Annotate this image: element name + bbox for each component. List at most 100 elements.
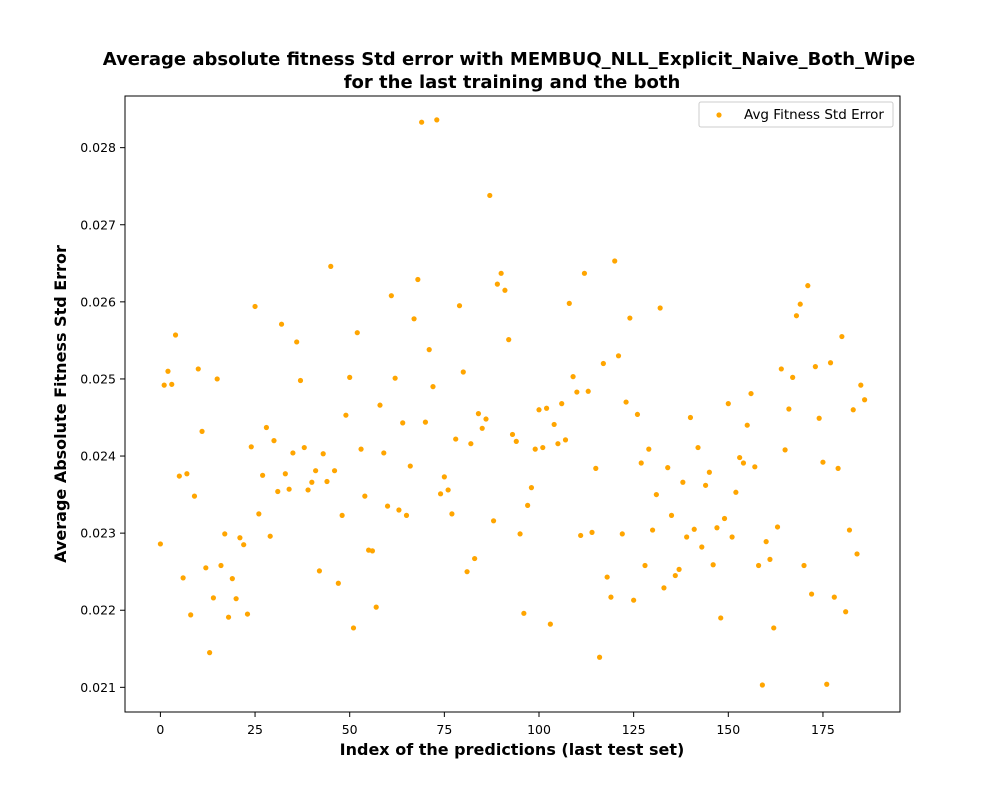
legend: Avg Fitness Std Error <box>698 101 894 128</box>
data-point <box>157 541 163 547</box>
x-tick-label: 175 <box>811 722 835 737</box>
data-point <box>373 604 379 610</box>
y-axis-ticks: 0.021 0.022 0.023 0.024 0.025 0.026 0.027 0.028 <box>80 140 125 695</box>
data-point <box>506 337 512 343</box>
data-point <box>593 465 599 471</box>
legend-marker <box>716 112 722 118</box>
data-point <box>434 117 440 123</box>
data-point <box>820 459 826 465</box>
data-point <box>199 428 205 434</box>
data-point <box>513 438 519 444</box>
data-point <box>755 562 762 569</box>
data-point <box>702 482 709 488</box>
data-point <box>381 450 387 456</box>
data-point <box>555 441 561 447</box>
data-point <box>585 388 591 394</box>
data-point <box>721 515 728 522</box>
data-point <box>400 420 406 426</box>
data-point <box>559 401 565 407</box>
data-point <box>241 542 247 548</box>
data-point <box>786 406 792 412</box>
data-point <box>744 422 750 428</box>
y-tick-label: 0.023 <box>80 526 116 541</box>
y-tick-label: 0.028 <box>80 140 116 155</box>
data-point <box>596 654 603 660</box>
data-point <box>445 487 451 493</box>
data-point <box>862 397 868 403</box>
data-point <box>846 527 853 533</box>
data-point <box>570 374 576 380</box>
data-point <box>191 493 198 499</box>
data-point <box>653 491 659 498</box>
data-point <box>358 446 364 452</box>
data-point <box>740 460 747 466</box>
data-point <box>290 450 296 456</box>
data-point <box>456 303 463 309</box>
data-point <box>805 283 811 289</box>
data-point <box>407 463 413 469</box>
data-point <box>472 555 478 562</box>
data-point <box>422 419 429 425</box>
data-point <box>244 611 251 617</box>
data-point <box>498 270 504 276</box>
data-point <box>316 568 323 574</box>
x-tick-label: 25 <box>247 722 263 737</box>
data-point <box>384 503 391 509</box>
data-point <box>441 474 447 480</box>
data-point <box>267 533 273 539</box>
x-axis-ticks: 0 25 50 75 100 125 150 175 <box>156 712 835 737</box>
data-point <box>668 512 675 519</box>
data-point <box>426 347 432 353</box>
data-point <box>396 507 402 513</box>
chart-title-line-1: Average absolute fitness Std error with … <box>103 49 915 70</box>
data-point <box>203 565 209 571</box>
y-tick-label: 0.025 <box>80 371 116 386</box>
data-point <box>672 572 678 579</box>
data-point <box>809 591 815 597</box>
data-point <box>331 468 338 474</box>
data-point <box>661 585 667 591</box>
data-point <box>649 527 656 533</box>
data-point <box>619 531 625 537</box>
data-point <box>858 382 864 388</box>
data-point <box>419 119 425 125</box>
data-point <box>509 431 516 438</box>
x-tick-label: 0 <box>156 722 164 737</box>
data-point <box>737 454 743 461</box>
data-point <box>210 595 216 601</box>
data-point <box>827 360 834 366</box>
data-point <box>411 316 417 322</box>
data-point <box>403 512 410 519</box>
data-point <box>275 488 281 495</box>
data-point <box>767 556 773 562</box>
legend-label: Avg Fitness Std Error <box>744 107 884 123</box>
data-point <box>733 489 739 495</box>
data-point <box>831 594 837 600</box>
data-point <box>479 425 485 431</box>
data-point <box>710 562 716 568</box>
data-point <box>350 625 357 631</box>
chart-title-line-2: for the last training and the both <box>344 72 681 93</box>
data-point <box>320 451 326 457</box>
data-point <box>263 424 270 431</box>
data-point <box>646 446 652 452</box>
data-point <box>581 270 588 276</box>
data-point <box>790 374 796 380</box>
data-point <box>729 534 735 540</box>
data-point <box>328 263 334 269</box>
data-point <box>437 491 444 497</box>
data-point <box>627 315 633 321</box>
data-point <box>286 486 292 492</box>
data-point <box>271 438 277 444</box>
data-point <box>335 580 341 586</box>
data-point <box>854 551 860 557</box>
data-point <box>752 464 758 470</box>
data-point <box>449 511 455 517</box>
data-point <box>540 444 546 451</box>
data-point <box>835 465 841 471</box>
data-point <box>793 313 800 319</box>
data-point <box>562 437 569 443</box>
data-point <box>225 614 232 620</box>
data-point <box>578 532 584 539</box>
data-point <box>256 511 262 517</box>
